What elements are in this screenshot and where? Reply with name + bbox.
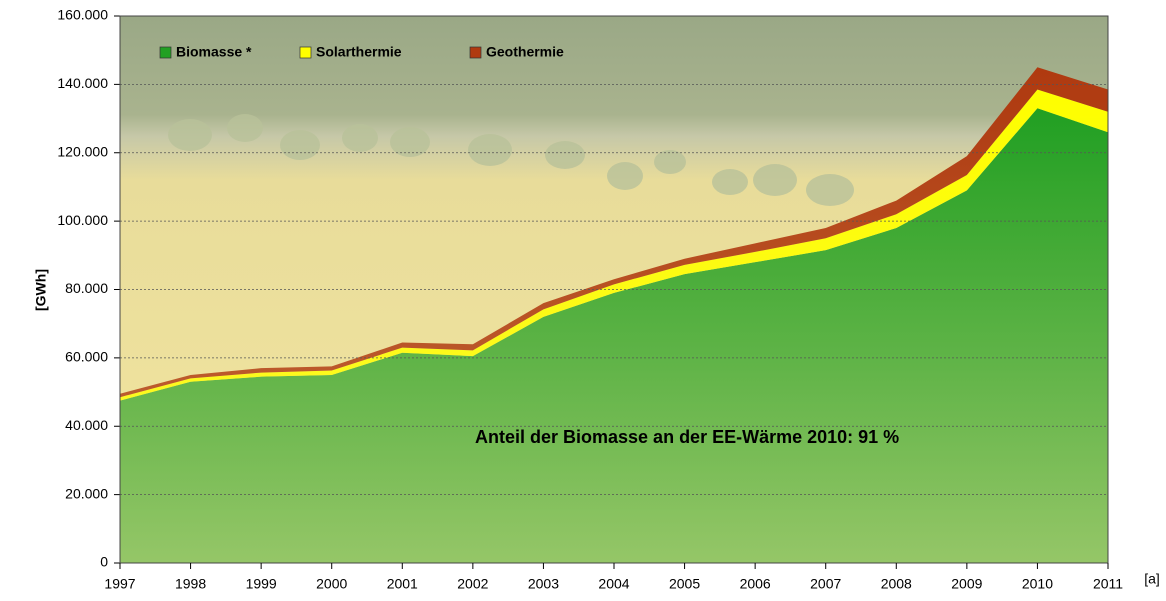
legend-swatch [299,46,312,59]
x-axis-label: [a] [1144,571,1160,587]
annotation: Anteil der Biomasse an der EE-Wärme 2010… [475,427,899,447]
y-tick-label: 120.000 [57,143,108,159]
y-tick-label: 0 [100,554,108,570]
tree-row [168,114,854,206]
x-tick-label: 2005 [669,576,700,592]
x-tick-label: 1997 [104,576,135,592]
y-tick-label: 160.000 [57,7,108,23]
legend-swatch [469,46,482,59]
legend-label: Biomasse * [176,44,252,60]
x-tick-label: 2004 [598,576,629,592]
x-tick-label: 2011 [1093,576,1123,592]
y-tick-label: 40.000 [65,417,108,433]
x-tick-label: 2001 [387,576,418,592]
x-tick-label: 2008 [881,576,912,592]
x-tick-label: 2006 [740,576,771,592]
legend-label: Geothermie [486,44,564,60]
y-axis-label: [GWh] [33,269,49,311]
x-tick-label: 1998 [175,576,206,592]
x-tick-label: 1999 [246,576,277,592]
x-tick-label: 2009 [951,576,982,592]
legend-swatch [159,46,172,59]
legend-label: Solarthermie [316,44,402,60]
y-tick-label: 100.000 [57,212,108,228]
x-tick-label: 2002 [457,576,488,592]
area [120,108,1108,564]
y-tick-label: 80.000 [65,280,108,296]
x-tick-label: 2010 [1022,576,1053,592]
y-tick-label: 140.000 [57,75,108,91]
x-tick-label: 2000 [316,576,347,592]
x-tick-label: 2007 [810,576,841,592]
y-tick-label: 20.000 [65,485,108,501]
x-tick-label: 2003 [528,576,559,592]
y-tick-label: 60.000 [65,349,108,365]
